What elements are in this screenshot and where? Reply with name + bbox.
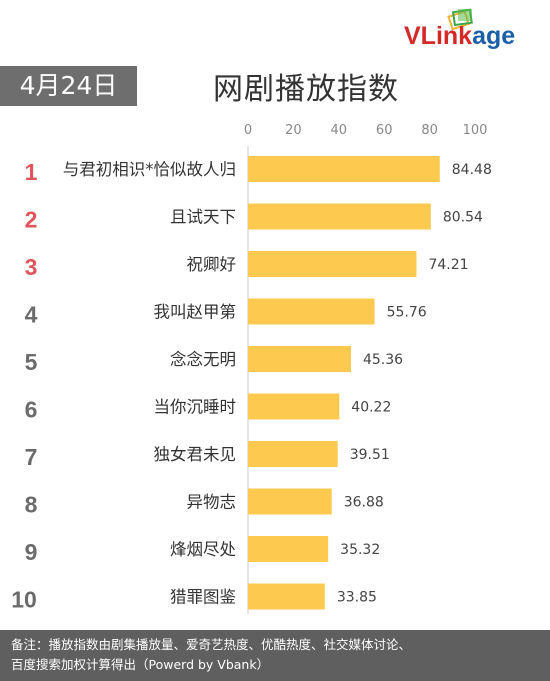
category-label: 与君初相识*恰似故人归 <box>63 160 236 179</box>
category-label: 当你沉睡时 <box>154 398 237 417</box>
value-label: 80.54 <box>443 210 483 226</box>
bar-chart: 0 20 40 60 80 100 84.48 与君初相识*恰似故人归 1 80.54 且试天下 2 7… <box>11 123 492 614</box>
rank-number: 8 <box>25 492 38 518</box>
x-tick-label: 100 <box>463 123 488 138</box>
bar <box>248 156 440 182</box>
value-label: 45.36 <box>363 352 403 368</box>
bar <box>248 393 340 420</box>
logo-text: VLinkage <box>404 22 516 50</box>
vlinkage-logo: VLinkage <box>404 4 534 54</box>
x-tick-label: 60 <box>376 123 393 138</box>
footer-note: 备注：播放指数由剧集播放量、爱奇艺热度、优酷热度、社交媒体讨论、 百度搜索加权计… <box>0 630 550 681</box>
rank-number: 9 <box>25 539 38 565</box>
category-label: 且试天下 <box>170 208 236 227</box>
category-label: 念念无明 <box>170 349 236 369</box>
x-tick-label: 80 <box>421 123 438 138</box>
rank-number: 7 <box>25 444 38 470</box>
value-label: 39.51 <box>350 447 390 463</box>
bar <box>248 203 431 230</box>
category-label: 异物志 <box>187 493 237 512</box>
value-label: 33.85 <box>337 590 377 606</box>
category-label: 祝卿好 <box>187 255 237 274</box>
rank-number: 6 <box>25 397 38 423</box>
rank-number: 1 <box>25 159 38 185</box>
date-badge: 4月24日 <box>0 66 137 106</box>
rank-number: 3 <box>25 254 38 280</box>
value-label: 36.88 <box>344 495 384 511</box>
value-label: 35.32 <box>340 542 380 558</box>
value-label: 84.48 <box>452 162 492 178</box>
bar <box>248 583 325 610</box>
bar <box>248 251 417 277</box>
x-tick-label: 0 <box>244 123 252 138</box>
bar <box>248 488 332 515</box>
bar <box>248 346 351 372</box>
rank-number: 10 <box>11 587 37 613</box>
category-label: 烽烟尽处 <box>170 540 236 559</box>
x-tick-label: 20 <box>285 123 302 138</box>
value-label: 55.76 <box>387 305 427 321</box>
footer-line-2: 百度搜索加权计算得出（Powerd by Vbank） <box>11 657 270 672</box>
category-label: 独女君未见 <box>154 445 237 464</box>
rank-number: 4 <box>25 302 38 328</box>
rank-number: 2 <box>25 207 38 233</box>
x-tick-label: 40 <box>331 123 348 138</box>
logo-graphic <box>447 8 473 31</box>
value-label: 74.21 <box>428 257 468 273</box>
footer-line-1: 备注：播放指数由剧集播放量、爱奇艺热度、优酷热度、社交媒体讨论、 <box>11 637 412 652</box>
category-label: 猎罪图鉴 <box>170 588 236 607</box>
page-title: 网剧播放指数 <box>213 72 399 107</box>
bar <box>248 536 329 562</box>
bar <box>248 298 375 325</box>
value-label: 40.22 <box>351 400 391 416</box>
rank-number: 5 <box>25 349 38 375</box>
bar <box>248 441 338 467</box>
category-label: 我叫赵甲第 <box>154 303 237 322</box>
